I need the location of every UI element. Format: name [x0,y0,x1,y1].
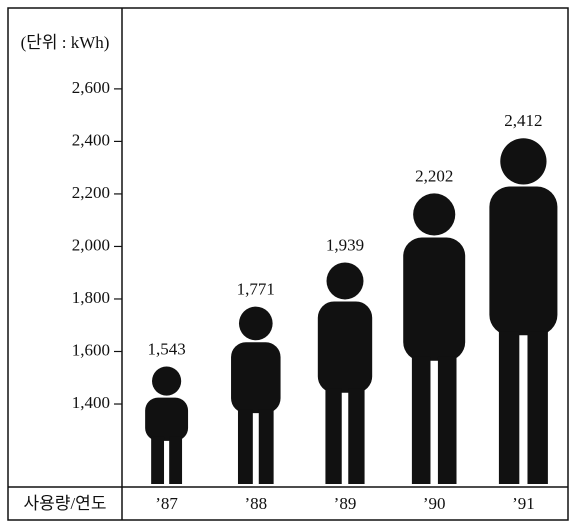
person-icon [489,138,557,484]
value-label: 2,412 [504,111,542,130]
x-tick-label: ’89 [334,494,357,513]
y-tick-label: 2,200 [72,183,110,202]
person-leg [499,331,519,484]
y-tick-label: 2,000 [72,235,110,254]
person-body [403,238,465,361]
y-axis-label: (단위 : kWh) [21,33,110,52]
y-tick-label: 2,600 [72,78,110,97]
person-body [318,301,372,392]
value-label: 1,939 [326,235,364,254]
person-body [231,342,281,413]
person-leg [438,357,457,484]
person-icon [318,262,372,484]
y-tick-label: 1,400 [72,393,110,412]
person-body [489,187,557,336]
value-label: 1,543 [147,339,185,358]
person-leg [348,389,364,484]
y-tick-label: 1,800 [72,288,110,307]
person-head [327,262,364,299]
page: {"chart_data": {"type": "pictogram", "y_… [0,0,572,529]
person-leg [238,409,253,484]
x-tick-label: ’88 [244,494,267,513]
person-head [152,366,181,395]
person-leg [325,389,341,484]
person-leg [527,331,547,484]
person-leg [412,357,431,484]
person-icon [145,366,188,484]
value-label: 2,202 [415,166,453,185]
person-leg [151,437,164,484]
person-head [239,307,273,341]
x-tick-label: ’91 [512,494,535,513]
y-tick-label: 1,600 [72,340,110,359]
person-leg [169,437,182,484]
person-head [500,138,546,184]
chart: (단위 : kWh) 사용량/연도 1,400 1,600 1,800 2,000 2,… [0,0,572,529]
x-axis-label: 사용량/연도 [24,494,107,513]
x-tick-label: ’90 [423,494,446,513]
person-icon [231,307,281,484]
x-tick-label: ’87 [155,494,178,513]
person-icon [403,193,465,484]
person-body [145,398,188,441]
value-label: 1,771 [237,279,275,298]
person-leg [259,409,274,484]
person-head [413,193,455,235]
y-tick-label: 2,400 [72,130,110,149]
